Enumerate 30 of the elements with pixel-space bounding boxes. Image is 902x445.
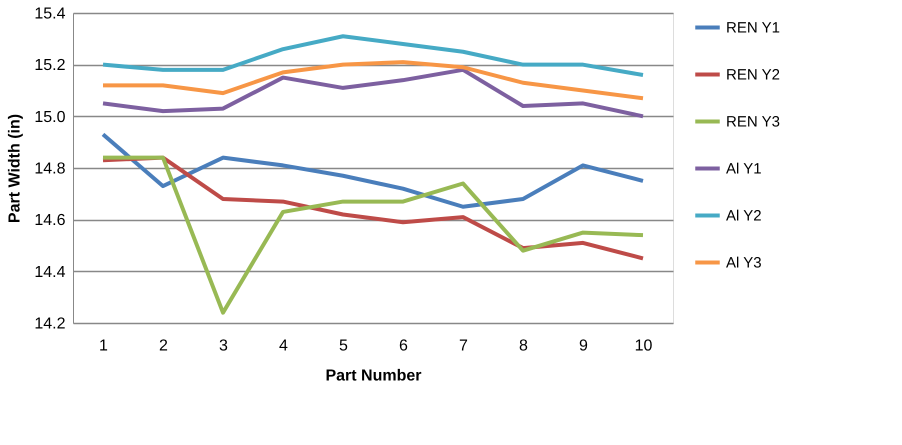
- line-series: [101, 68, 645, 118]
- x-tick-label: 4: [279, 338, 288, 354]
- line-series: [101, 60, 645, 100]
- y-tick-label: 15.0: [34, 108, 66, 126]
- line-series: [101, 132, 645, 209]
- y-tick-label: 14.8: [34, 160, 66, 178]
- y-tick-label: 15.2: [34, 57, 66, 74]
- legend-label: REN Y1: [726, 20, 780, 36]
- y-tick-label: 14.2: [34, 316, 66, 332]
- legend-label: REN Y2: [726, 66, 780, 84]
- x-tick-label: 8: [519, 338, 528, 354]
- x-tick-label: 7: [459, 338, 468, 354]
- x-tick-label: 3: [219, 338, 228, 354]
- line-series: [101, 34, 645, 77]
- legend-label: Al Y2: [726, 208, 762, 224]
- x-tick-label: 6: [399, 338, 408, 354]
- legend-label: REN Y3: [726, 114, 780, 130]
- y-tick-label: 14.4: [34, 264, 66, 281]
- y-tick-label: 15.4: [34, 6, 66, 22]
- x-tick-label: 1: [99, 338, 108, 354]
- legend-label: Al Y1: [726, 160, 762, 178]
- x-axis-title: Part Number: [325, 368, 422, 384]
- x-tick-label: 5: [339, 338, 348, 354]
- x-tick-label: 9: [579, 338, 588, 354]
- y-tick-label: 14.6: [34, 212, 66, 230]
- line-series: [101, 156, 645, 315]
- legend-label: Al Y3: [726, 254, 762, 272]
- x-tick-label: 10: [634, 338, 652, 354]
- y-axis-title: Part Width (in): [6, 114, 24, 224]
- x-tick-label: 2: [159, 338, 168, 354]
